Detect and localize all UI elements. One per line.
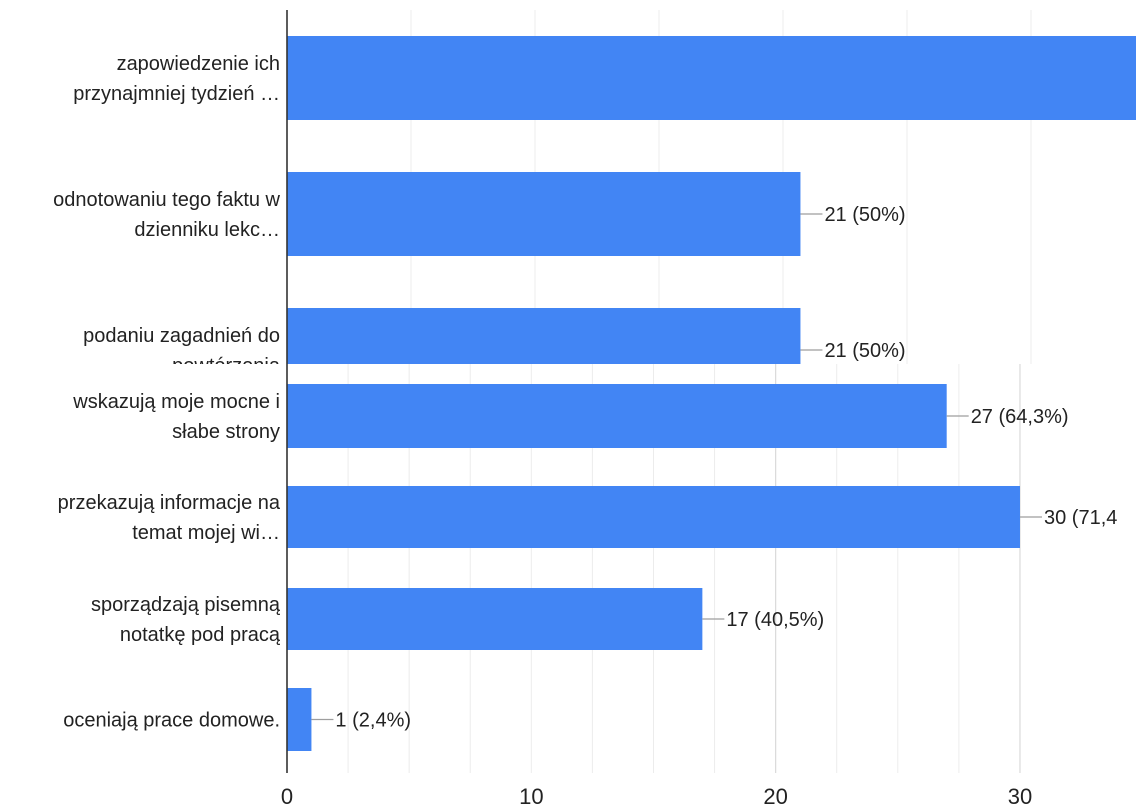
category-label: przynajmniej tydzień … [73, 83, 280, 105]
chart-panel-1: 38 (90,5%)zapowiedzenie ichprzynajmniej … [0, 10, 1136, 392]
x-tick-label: 30 [1008, 784, 1032, 808]
bar[interactable] [287, 384, 947, 448]
category-label: podaniu zagadnień do [83, 325, 280, 347]
chart-panel-2: 27 (64,3%) wskazują moje mocne i słabe str… [0, 364, 1136, 773]
category-label: oceniają prace domowe. [63, 710, 280, 732]
data-label: 27 (64,3%) [971, 406, 1069, 428]
category-label: temat mojej wi… [132, 522, 280, 544]
data-label: 21 (50%) [824, 340, 905, 362]
category-label: przekazują informacje na [58, 492, 281, 514]
data-label: 30 (71,4 [1044, 507, 1117, 529]
category-label: wskazują moje mocne i [72, 391, 280, 413]
category-label: odnotowaniu tego faktu w [53, 189, 280, 211]
category-label: sporządzają pisemną [91, 594, 281, 616]
category-label: słabe strony [172, 421, 280, 443]
bar[interactable] [287, 36, 1136, 120]
category-label: zapowiedzenie ich [117, 53, 280, 75]
bar[interactable] [287, 308, 801, 392]
data-label: 1 (2,4%) [335, 710, 411, 732]
x-tick-label: 20 [763, 784, 787, 808]
category-label: dzienniku lekc… [134, 219, 280, 241]
x-tick-label: 10 [519, 784, 543, 808]
bar[interactable] [287, 588, 703, 650]
bar[interactable] [287, 688, 312, 751]
bar[interactable] [287, 486, 1020, 548]
data-label: 17 (40,5%) [726, 609, 824, 631]
category-label: notatkę pod pracą [120, 624, 281, 646]
category-label: powtórzenia [172, 355, 281, 377]
data-label: 21 (50%) [824, 204, 905, 226]
bar[interactable] [287, 172, 801, 256]
x-tick-label: 0 [281, 784, 293, 808]
